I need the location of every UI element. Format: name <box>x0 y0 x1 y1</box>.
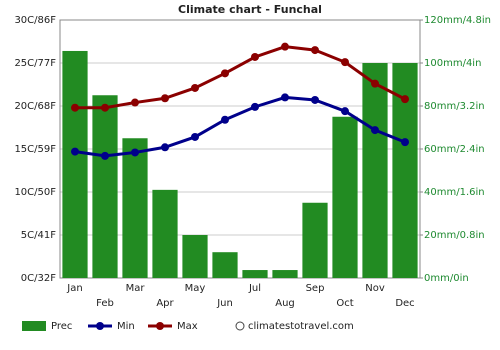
y-tick-label: 20C/68F <box>14 101 56 112</box>
x-tick-label: Jun <box>216 298 233 309</box>
y-tick-label: 30C/86F <box>14 15 56 26</box>
point <box>251 102 259 111</box>
x-tick-label: Nov <box>365 283 385 294</box>
legend-label: Min <box>117 321 135 332</box>
y2-tick-label: 80mm/3.2in <box>424 101 485 112</box>
y2-tick-label: 120mm/4.8in <box>424 15 491 26</box>
point <box>71 103 79 112</box>
line <box>74 95 406 158</box>
point <box>401 138 409 147</box>
point <box>131 98 139 107</box>
x-tick-label: Apr <box>156 298 174 309</box>
chart-title: Climate chart - Funchal <box>178 3 322 16</box>
point <box>161 94 169 103</box>
x-tick-label: Oct <box>336 298 353 309</box>
y2-tick-label: 100mm/4in <box>424 58 481 69</box>
point <box>131 148 139 157</box>
bar <box>272 270 298 278</box>
point <box>371 79 379 88</box>
legend-label: Max <box>177 321 198 332</box>
point <box>101 103 109 112</box>
point <box>161 143 169 152</box>
point <box>281 93 289 102</box>
bar <box>182 235 208 278</box>
point <box>341 58 349 67</box>
x-tick-label: Aug <box>275 298 295 309</box>
point <box>251 52 259 61</box>
bar <box>302 202 328 278</box>
line <box>75 45 406 110</box>
bar <box>62 50 88 279</box>
x-tick-label: Dec <box>395 298 414 309</box>
point <box>341 107 349 116</box>
point <box>221 69 229 78</box>
y2-tick-label: 60mm/2.4in <box>424 144 485 155</box>
x-tick-label: Feb <box>96 298 114 309</box>
bar <box>92 95 118 278</box>
y-tick-label: 15C/59F <box>14 144 56 155</box>
y-tick-label: 10C/50F <box>14 187 56 198</box>
y2-tick-label: 0mm/0in <box>424 273 469 284</box>
legend-marker <box>156 322 164 330</box>
point <box>191 132 199 141</box>
point <box>71 147 79 156</box>
x-tick-label: Sep <box>306 283 325 294</box>
y2-tick-label: 20mm/0.8in <box>424 230 485 241</box>
bar <box>332 116 358 278</box>
point <box>221 115 229 124</box>
legend-marker <box>96 322 104 330</box>
point <box>311 46 319 55</box>
point <box>281 42 289 51</box>
bar <box>122 138 148 278</box>
x-tick-label: Mar <box>126 283 146 294</box>
legend-swatch <box>22 321 46 331</box>
y-tick-label: 0C/32F <box>21 273 56 284</box>
bar <box>362 63 388 278</box>
legend-label: Prec <box>51 321 72 332</box>
point <box>311 95 319 104</box>
y-tick-label: 5C/41F <box>21 230 56 241</box>
bar <box>242 270 268 278</box>
source-icon <box>235 321 245 331</box>
x-tick-label: May <box>185 283 206 294</box>
x-tick-label: Jul <box>248 283 261 294</box>
x-tick-label: Jan <box>66 283 82 294</box>
plot-border <box>59 19 421 279</box>
source: climatestotravel.com <box>248 321 354 332</box>
point <box>101 151 109 160</box>
point <box>371 126 379 135</box>
y-tick-label: 25C/77F <box>14 58 56 69</box>
y2-tick-label: 40mm/1.6in <box>424 187 485 198</box>
bar <box>152 189 178 278</box>
bar <box>212 252 238 278</box>
point <box>401 95 409 104</box>
point <box>191 83 199 92</box>
